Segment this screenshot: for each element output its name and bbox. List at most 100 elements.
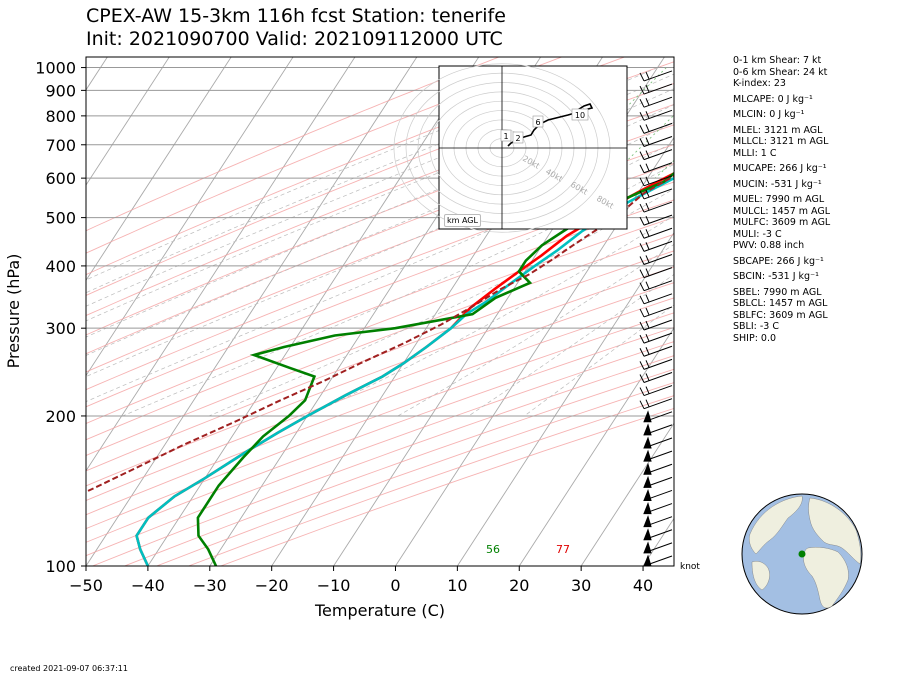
wind-barb (643, 475, 673, 488)
wind-barb (639, 293, 673, 305)
y-axis: 100 200 300 400 500 600 700 800 900 1000 (35, 59, 86, 576)
wind-barb (639, 162, 673, 174)
index-line: SBLFC: 3609 m AGL (733, 309, 828, 321)
dry-adiabat (86, 57, 500, 232)
hodograph-inset: 20kt 40kt 60kt 80kt 1 2 6 10 (393, 63, 628, 233)
index-line: MUCIN: -531 J kg⁻¹ (733, 178, 822, 190)
dry-adiabat (86, 216, 674, 441)
index-line: 0-6 km Shear: 24 kt (733, 66, 828, 78)
isotherm-line (86, 57, 232, 282)
chart-title-line-2: Init: 2021090700 Valid: 202109112000 UTC (86, 28, 503, 50)
index-line: SBLCL: 1457 m AGL (733, 298, 828, 309)
isotherm-line (86, 57, 356, 472)
wind-barb (639, 371, 673, 383)
y-tick-label: 900 (45, 81, 76, 100)
moist-adiabat (86, 104, 674, 356)
y-axis-label: Pressure (hPa) (4, 254, 23, 369)
index-line: MLCAPE: 0 J kg⁻¹ (733, 93, 813, 105)
sounding-indices: 0-1 km Shear: 7 kt 0-6 km Shear: 24 kt K-i… (733, 55, 903, 344)
wind-barb (643, 528, 673, 541)
isotherm-line (456, 231, 674, 566)
x-tick-label: 10 (447, 576, 467, 595)
index-line: MLEL: 3121 m AGL (733, 124, 823, 136)
wind-barb (639, 175, 673, 187)
hodograph-units-label: km AGL (444, 214, 481, 227)
x-tick-label: −10 (317, 576, 351, 595)
dry-adiabat (86, 103, 674, 336)
index-line: K-index: 23 (733, 78, 786, 89)
hodo-height-label: 10 (575, 111, 585, 120)
dry-adiabat (86, 282, 674, 501)
wind-barb (639, 149, 673, 161)
index-line: MUCAPE: 266 J kg⁻¹ (733, 163, 827, 174)
moist-adiabat (307, 215, 674, 417)
isotherm-line (147, 57, 480, 566)
wind-barb (639, 306, 673, 318)
x-tick-label: 0 (390, 576, 400, 595)
x-axis-label: Temperature (C) (314, 601, 445, 620)
wind-barb (643, 488, 673, 501)
index-line: MUEL: 7990 m AGL (733, 194, 825, 205)
wind-barb (643, 423, 673, 436)
dry-adiabat (92, 355, 674, 566)
moist-adiabat (86, 88, 674, 338)
wind-barbs (639, 70, 673, 567)
wind-barb (643, 554, 673, 567)
x-axis: −50 −40 −30 −20 −10 0 10 20 30 40 (69, 566, 653, 595)
wind-barb (639, 319, 673, 331)
profile-line (196, 171, 674, 566)
wind-barb (639, 280, 673, 292)
wind-barb (643, 410, 673, 423)
index-line: MLCIN: 0 J kg⁻¹ (733, 109, 805, 120)
index-line: MLLCL: 3121 m AGL (733, 136, 829, 147)
wind-barb (643, 462, 673, 475)
dry-adiabat (86, 341, 674, 557)
wind-barb (639, 96, 673, 108)
index-line: PWV: 0.88 inch (733, 240, 805, 251)
hodo-height-label: 6 (535, 118, 540, 127)
dry-adiabat (86, 326, 674, 543)
created-timestamp: created 2021-09-07 06:37:11 (10, 664, 128, 673)
isotherm-line (395, 136, 674, 566)
moist-adiabat (397, 243, 674, 417)
wind-barb (639, 332, 673, 344)
y-tick-label: 300 (45, 319, 76, 338)
wind-units-label: knot (680, 562, 700, 572)
isotherm-line (86, 57, 418, 566)
station-marker (798, 550, 806, 558)
index-line: SBLI: -3 C (733, 321, 779, 332)
wind-barb (639, 267, 673, 279)
y-tick-label: 500 (45, 209, 76, 228)
wind-barb (643, 541, 673, 554)
dry-adiabat (86, 297, 674, 516)
y-tick-label: 1000 (35, 59, 76, 78)
moist-adiabat (524, 304, 674, 417)
dry-adiabat (86, 233, 674, 456)
plot-frame (85, 56, 675, 567)
sounding-profiles (86, 171, 674, 566)
wind-barb (639, 398, 673, 410)
index-line: SBCIN: -531 J kg⁻¹ (733, 271, 819, 282)
isotherm-line (580, 422, 674, 566)
wind-barb (639, 201, 673, 213)
index-line: SHIP: 0.0 (733, 332, 777, 344)
index-line: SBCAPE: 266 J kg⁻¹ (733, 255, 824, 267)
surface-temperature-label: 77 (556, 543, 570, 556)
wind-barb (639, 136, 673, 147)
index-line: MULCL: 1457 m AGL (733, 205, 831, 217)
isotherm-line (86, 57, 294, 377)
surface-dewpoint-label: 56 (486, 543, 500, 556)
y-tick-label: 800 (45, 107, 76, 126)
wind-barb (639, 188, 673, 200)
x-tick-label: −50 (69, 576, 103, 595)
wind-barb (639, 214, 673, 226)
wind-barb (643, 515, 673, 528)
wind-barb (639, 385, 673, 397)
isotherm-line (86, 57, 170, 186)
y-tick-label: 400 (45, 257, 76, 276)
wind-barb (643, 502, 673, 515)
x-tick-label: 30 (571, 576, 591, 595)
wind-barb (643, 449, 673, 462)
wind-barb (639, 83, 673, 95)
